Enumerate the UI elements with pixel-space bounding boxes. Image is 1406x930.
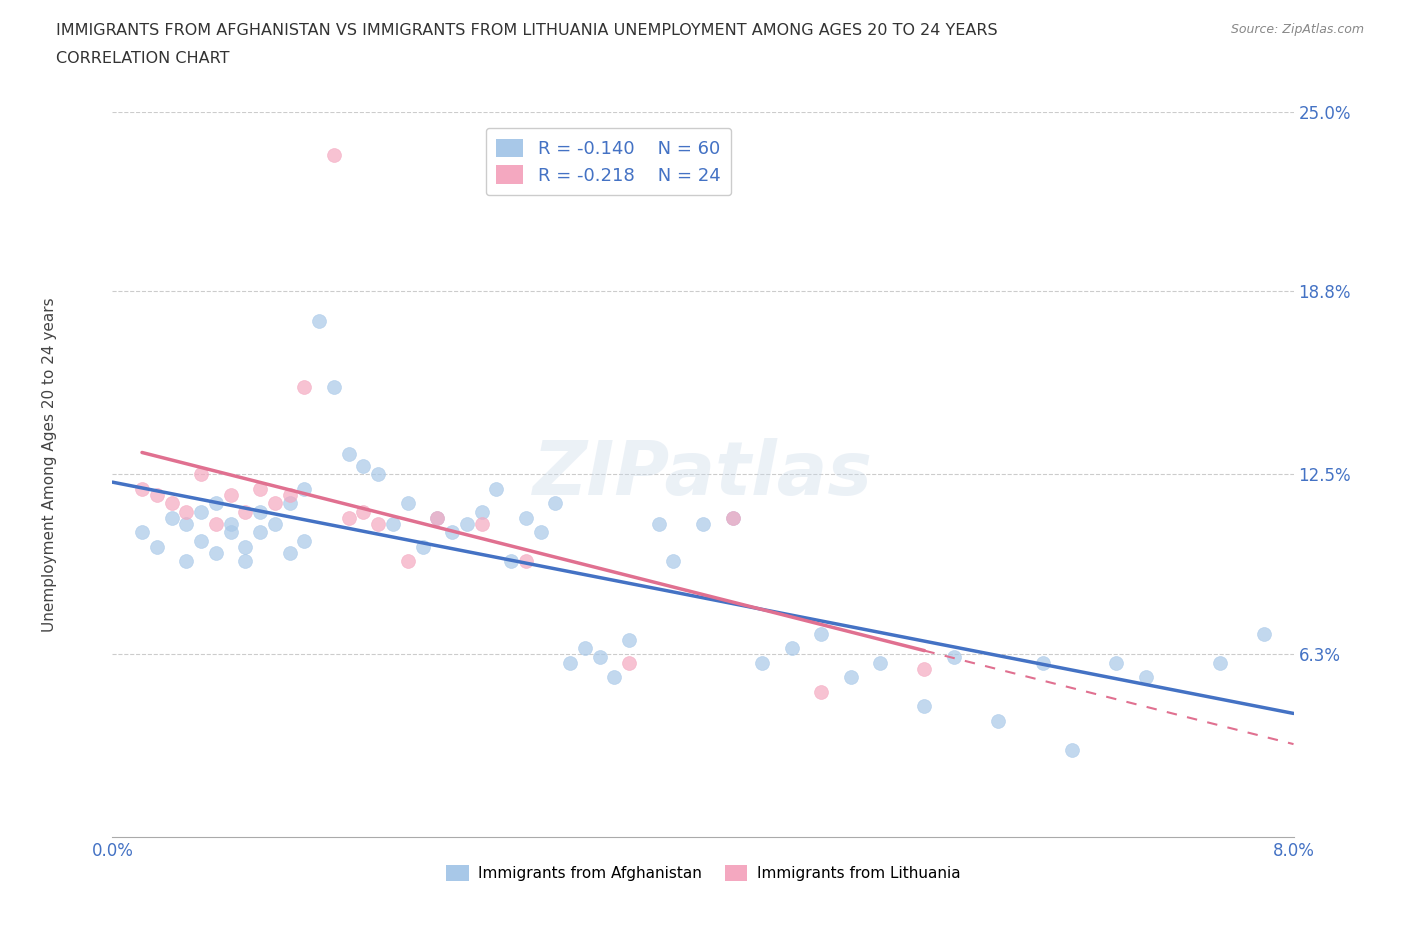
Text: CORRELATION CHART: CORRELATION CHART [56,51,229,66]
Text: IMMIGRANTS FROM AFGHANISTAN VS IMMIGRANTS FROM LITHUANIA UNEMPLOYMENT AMONG AGES: IMMIGRANTS FROM AFGHANISTAN VS IMMIGRANT… [56,23,998,38]
Point [352,505,374,520]
Point [190,467,212,482]
Point [160,511,183,525]
Point [323,148,346,163]
Point [471,516,494,531]
Point [544,496,567,511]
Point [292,482,315,497]
Point [367,516,389,531]
Point [337,511,360,525]
Text: Unemployment Among Ages 20 to 24 years: Unemployment Among Ages 20 to 24 years [42,298,56,632]
Point [292,534,315,549]
Point [780,641,803,656]
Point [869,656,891,671]
Point [588,650,610,665]
Point [692,516,714,531]
Point [751,656,773,671]
Point [1062,742,1084,757]
Point [501,554,523,569]
Point [1253,627,1275,642]
Point [574,641,596,656]
Point [471,505,494,520]
Point [560,656,582,671]
Point [810,627,832,642]
Point [662,554,685,569]
Point [1105,656,1128,671]
Point [810,684,832,699]
Point [264,516,287,531]
Text: Source: ZipAtlas.com: Source: ZipAtlas.com [1230,23,1364,36]
Point [1135,670,1157,684]
Legend: Immigrants from Afghanistan, Immigrants from Lithuania: Immigrants from Afghanistan, Immigrants … [440,859,966,887]
Point [603,670,626,684]
Point [367,467,389,482]
Point [249,525,271,539]
Point [515,554,537,569]
Point [647,516,671,531]
Point [278,545,301,560]
Point [146,487,169,502]
Point [441,525,464,539]
Point [529,525,551,539]
Point [219,516,242,531]
Point [485,482,508,497]
Point [1208,656,1232,671]
Point [160,496,183,511]
Point [426,511,449,525]
Point [292,379,315,394]
Point [249,505,271,520]
Point [174,554,197,569]
Point [1032,656,1054,671]
Point [839,670,862,684]
Point [233,554,256,569]
Point [190,505,212,520]
Point [382,516,405,531]
Point [412,539,434,554]
Point [131,482,153,497]
Text: ZIPatlas: ZIPatlas [533,438,873,511]
Point [174,516,197,531]
Point [456,516,478,531]
Point [205,516,228,531]
Point [396,496,419,511]
Point [352,458,374,473]
Point [219,487,242,502]
Point [942,650,965,665]
Point [219,525,242,539]
Point [914,661,936,676]
Point [426,511,449,525]
Point [619,656,641,671]
Point [278,487,301,502]
Point [323,379,346,394]
Point [233,539,256,554]
Point [987,713,1010,728]
Point [619,632,641,647]
Point [278,496,301,511]
Point [131,525,153,539]
Point [337,446,360,461]
Point [264,496,287,511]
Point [396,554,419,569]
Point [515,511,537,525]
Point [721,511,744,525]
Point [721,511,744,525]
Point [146,539,169,554]
Point [205,545,228,560]
Point [233,505,256,520]
Point [205,496,228,511]
Point [308,313,330,328]
Point [914,699,936,714]
Point [174,505,197,520]
Point [249,482,271,497]
Point [190,534,212,549]
